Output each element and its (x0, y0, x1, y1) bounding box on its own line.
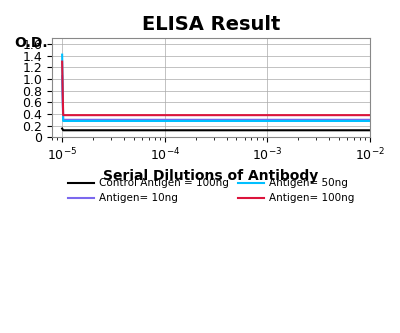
Antigen= 10ng (88, 118, 93, 122)
Antigen= 100ng (366, 113, 371, 117)
Antigen= 10ng (368, 118, 372, 122)
Antigen= 50ng (179, 119, 184, 123)
Line: Control Antigen = 100ng: Control Antigen = 100ng (62, 129, 370, 130)
Antigen= 50ng (366, 119, 371, 123)
Control Antigen = 100ng (184, 128, 189, 132)
Antigen= 50ng (368, 119, 372, 123)
Antigen= 50ng (184, 119, 189, 123)
Control Antigen = 100ng (366, 128, 371, 132)
Legend: Control Antigen = 100ng, Antigen= 10ng, Antigen= 50ng, Antigen= 100ng: Control Antigen = 100ng, Antigen= 10ng, … (64, 174, 358, 208)
Line: Antigen= 50ng: Antigen= 50ng (62, 55, 370, 121)
Antigen= 10ng (185, 118, 190, 122)
Antigen= 50ng (185, 119, 190, 123)
Title: ELISA Result: ELISA Result (142, 15, 280, 34)
Line: Antigen= 10ng: Antigen= 10ng (62, 76, 370, 120)
Control Antigen = 100ng (368, 128, 372, 132)
Antigen= 100ng (108, 113, 113, 117)
Antigen= 100ng (88, 113, 93, 117)
Antigen= 100ng (179, 113, 184, 117)
Antigen= 10ng (108, 118, 113, 122)
Antigen= 10ng (184, 118, 189, 122)
Antigen= 100ng (368, 113, 372, 117)
Antigen= 50ng (108, 119, 113, 123)
Line: Antigen= 100ng: Antigen= 100ng (62, 62, 370, 115)
Control Antigen = 100ng (88, 128, 93, 132)
Antigen= 50ng (60, 53, 64, 57)
Antigen= 10ng (60, 74, 64, 78)
Control Antigen = 100ng (179, 128, 184, 132)
Control Antigen = 100ng (60, 127, 64, 131)
Antigen= 10ng (366, 118, 371, 122)
X-axis label: Serial Dilutions of Antibody: Serial Dilutions of Antibody (104, 169, 319, 183)
Control Antigen = 100ng (108, 128, 113, 132)
Antigen= 10ng (179, 118, 184, 122)
Antigen= 100ng (185, 113, 190, 117)
Control Antigen = 100ng (185, 128, 190, 132)
Antigen= 100ng (60, 60, 64, 64)
Text: O.D.: O.D. (14, 36, 48, 50)
Antigen= 100ng (184, 113, 189, 117)
Antigen= 50ng (88, 119, 93, 123)
